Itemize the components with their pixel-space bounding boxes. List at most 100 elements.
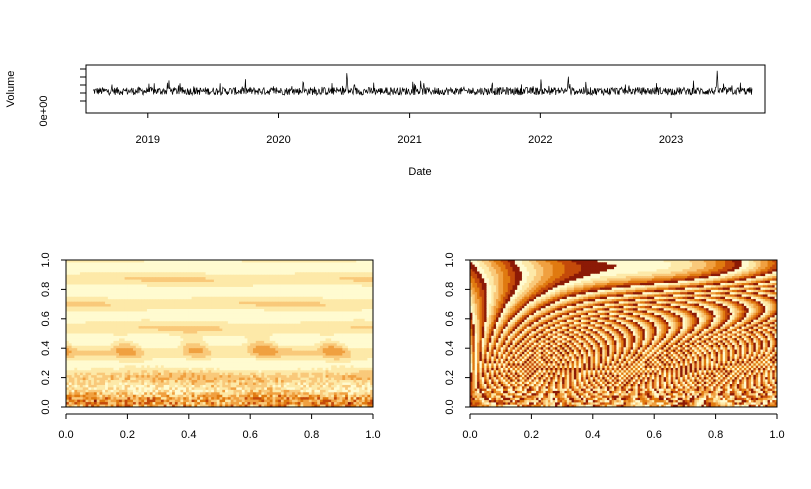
heatmap-cell [345,323,349,327]
heatmap-cell [359,318,363,322]
heatmap-cell [127,309,131,312]
heatmap-cell [144,269,148,273]
heatmap-cell [110,343,114,347]
heatmap-cell [132,291,137,295]
heatmap-cell [211,316,215,320]
heatmap-cell [166,306,170,310]
heatmap-cell [331,343,335,347]
heatmap-cell [294,367,299,371]
heatmap-cell [333,338,338,342]
heatmap-cell [68,326,72,329]
heatmap-cell [208,286,212,290]
heatmap-cell [110,365,114,369]
heatmap-cell [144,365,148,369]
heatmap-cell [194,279,198,283]
heatmap-cell [331,338,335,342]
heatmap-cell [331,360,335,364]
heatmap-cell [197,282,201,285]
heatmap-cell [241,365,246,369]
heatmap-cell [191,282,195,285]
heatmap-cell [166,362,170,366]
heatmap-cell [272,338,276,342]
heatmap-cell [325,367,329,371]
heatmap-cell [211,304,215,307]
heatmap-cell [236,358,240,361]
heatmap-cell [68,367,72,371]
heatmap-cell [166,335,170,339]
heatmap-cell [107,333,112,337]
heatmap-cell [68,333,72,337]
heatmap-cell [96,311,100,315]
heatmap-cell [199,348,204,352]
heatmap-cell [356,277,360,280]
heatmap-cell [222,338,226,342]
heatmap-cell [202,313,206,317]
heatmap-cell [146,318,151,322]
heatmap-cell [169,331,173,334]
heatmap-cell [68,360,72,364]
heatmap-cell [169,264,173,268]
heatmap-cell [177,318,181,322]
heatmap-cell [266,362,271,366]
heatmap-cell [370,284,373,288]
heatmap-cell [149,340,153,344]
heatmap-cell [102,323,106,327]
heatmap-cell [96,304,100,307]
heatmap-cell [188,269,192,273]
heatmap-cell [191,348,195,352]
heatmap-cell [82,291,86,295]
heatmap-cell [292,284,296,288]
heatmap-cell [155,269,159,273]
heatmap-cell [211,267,215,271]
heatmap-cell [160,289,165,293]
heatmap-cell [225,313,229,317]
heatmap-cell [280,362,285,366]
heatmap-cell [255,311,259,315]
y-tick-label: 0e+00 [38,96,50,127]
heatmap-cell [174,365,179,369]
heatmap-cell [202,306,206,310]
heatmap-cell [205,331,209,334]
heatmap-cell [258,311,262,315]
heatmap-cell [350,299,354,303]
heatmap-cell [68,323,72,327]
heatmap-cell [107,365,112,369]
heatmap-cell [79,350,84,354]
heatmap-cell [255,331,259,334]
heatmap-cell [300,353,304,356]
heatmap-cell [127,321,131,325]
heatmap-cell [135,301,139,305]
heatmap-cell [113,335,117,339]
heatmap-cell [280,316,285,320]
heatmap-cell [197,313,201,317]
heatmap-cell [319,350,324,354]
heatmap-cell [113,291,117,295]
heatmap-cell [169,291,173,295]
heatmap-cell [359,323,363,327]
heatmap-cell [158,299,162,303]
heatmap-cell [280,272,285,276]
heatmap-cell [347,343,352,347]
heatmap-cell [93,304,98,307]
heatmap-cell [370,348,373,352]
heatmap-cell [331,269,335,273]
heatmap-cell [225,269,229,273]
heatmap-cell [188,262,192,266]
heatmap-cell [160,343,165,347]
heatmap-cell [244,269,248,273]
heatmap-cell [71,272,75,276]
heatmap-cell [127,306,131,310]
heatmap-cell [119,360,123,364]
heatmap-cell [272,309,276,312]
heatmap-cell [102,262,106,266]
heatmap-cell [202,362,206,366]
heatmap-cell [331,318,335,322]
heatmap-cell [361,367,366,371]
heatmap-cell [113,328,117,332]
heatmap-cell [250,267,254,271]
heatmap-cell [93,286,98,290]
heatmap-cell [222,358,226,361]
heatmap-cell [163,313,167,317]
heatmap-cell [152,279,156,283]
heatmap-cell [306,335,310,339]
